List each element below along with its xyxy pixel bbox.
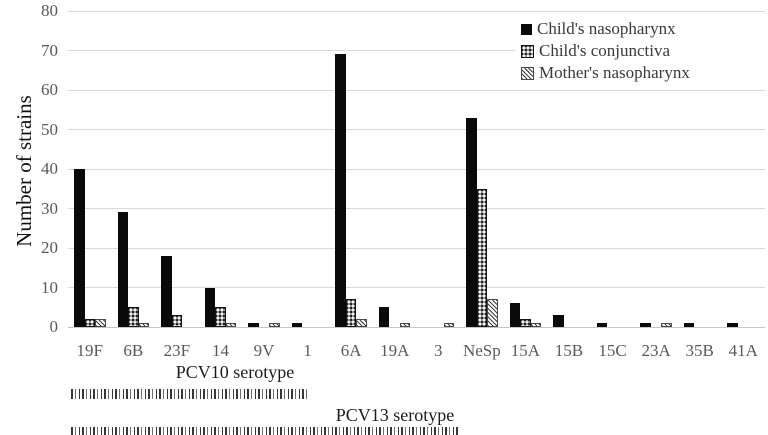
legend-item-3: Mother's nasopharynx: [521, 62, 767, 84]
bar-19F-child-s-nasopharynx: [74, 169, 85, 327]
bar-15B-child-s-nasopharynx: [553, 315, 564, 327]
bar-14-child-s-nasopharynx: [204, 287, 216, 327]
bar-6B-child-s-conjunctiva: [128, 307, 139, 327]
bar-6B-mother-s-nasopharynx: [138, 323, 150, 327]
y-tick-label-70: 70: [41, 40, 58, 60]
gridline-y-50: [68, 129, 765, 130]
y-tick-label-60: 60: [41, 80, 58, 99]
bar-6B-child-s-nasopharynx: [117, 212, 129, 327]
legend-label: Mother's nasopharynx: [539, 63, 690, 82]
x-tick-label-23F: 23F: [163, 341, 191, 360]
x-tick-label-9V: 9V: [253, 341, 275, 360]
bar-19A-mother-s-nasopharynx: [399, 323, 411, 327]
bar-NeSp-child-s-conjunctiva: [476, 188, 488, 327]
bar-15C-child-s-nasopharynx: [596, 323, 608, 327]
x-tick-label-6B: 6B: [123, 341, 144, 360]
x-tick-label-15C: 15C: [598, 341, 627, 360]
x-tick-label-1: 1: [303, 341, 312, 360]
bar-19A-child-s-nasopharynx: [378, 307, 390, 327]
x-tick-label-35B: 35B: [685, 341, 714, 360]
legend-swatch-icon: [521, 44, 534, 58]
pcv10-serotype-label: PCV10 serotype: [175, 362, 295, 382]
bar-9V-child-s-nasopharynx: [248, 323, 259, 327]
bar-1-child-s-nasopharynx: [291, 323, 303, 327]
x-tick-label-41A: 41A: [728, 341, 758, 360]
x-tick-label-19F: 19F: [76, 341, 104, 360]
bar-14-child-s-conjunctiva: [215, 307, 226, 327]
bar-15A-child-s-conjunctiva: [520, 319, 531, 327]
x-tick-label-14: 14: [211, 341, 229, 360]
pcv10-serotype-band: [71, 389, 310, 399]
pcv13-serotype-label: PCV13 serotype: [335, 405, 455, 425]
bar-NeSp-mother-s-nasopharynx: [487, 299, 498, 327]
legend-label: Child's conjunctiva: [539, 41, 671, 60]
x-tick-label-19A: 19A: [380, 341, 410, 360]
bar-19F-child-s-conjunctiva: [84, 319, 96, 327]
y-tick-label-10: 10: [41, 277, 58, 297]
gridline-y-20: [68, 247, 765, 249]
bar-9V-mother-s-nasopharynx: [269, 323, 280, 327]
gridline-y-30: [68, 208, 765, 209]
bar-23F-child-s-nasopharynx: [161, 255, 172, 327]
bar-23A-mother-s-nasopharynx: [661, 323, 672, 327]
x-tick-label-3: 3: [434, 341, 443, 360]
bar-3-mother-s-nasopharynx: [443, 323, 455, 327]
gridline-y-0: [68, 326, 765, 328]
gridline-y-60: [68, 89, 765, 91]
legend-swatch-icon: [521, 66, 534, 80]
bar-14-mother-s-nasopharynx: [225, 323, 237, 327]
x-tick-label-23A: 23A: [641, 341, 671, 360]
y-tick-label-0: 0: [49, 317, 59, 336]
legend-label: Child's nasopharynx: [537, 19, 676, 38]
y-tick-label-40: 40: [41, 159, 58, 178]
legend-item-1: Child's nasopharynx: [521, 18, 767, 40]
bar-15A-child-s-nasopharynx: [509, 303, 521, 327]
bar-6A-mother-s-nasopharynx: [356, 319, 367, 327]
bar-35B-child-s-nasopharynx: [683, 323, 695, 327]
bar-NeSp-child-s-nasopharynx: [466, 117, 477, 327]
bar-15A-mother-s-nasopharynx: [530, 323, 542, 327]
gridline-y-10: [68, 287, 765, 288]
bar-19F-mother-s-nasopharynx: [95, 319, 106, 327]
legend-item-2: Child's conjunctiva: [521, 40, 767, 62]
x-tick-label-15B: 15B: [554, 341, 584, 360]
x-tick-label-6A: 6A: [340, 341, 362, 360]
bar-23A-child-s-nasopharynx: [640, 323, 651, 327]
legend-swatch-icon: [521, 23, 532, 35]
x-tick-label-NeSp: NeSp: [462, 341, 501, 360]
bar-6A-child-s-nasopharynx: [335, 54, 346, 327]
y-tick-label-80: 80: [41, 1, 58, 20]
bar-6A-child-s-conjunctiva: [345, 299, 357, 327]
bar-23F-child-s-conjunctiva: [171, 315, 183, 327]
pcv13-serotype-band: [71, 427, 460, 435]
y-tick-label-20: 20: [41, 238, 58, 257]
x-tick-label-15A: 15A: [510, 341, 541, 360]
gridline-y-40: [68, 168, 765, 170]
gridline-y-70: [68, 50, 765, 51]
gridline-y-80: [68, 10, 765, 12]
y-tick-label-30: 30: [41, 198, 58, 218]
bar-41A-child-s-nasopharynx: [727, 323, 738, 327]
y-tick-label-50: 50: [41, 119, 58, 139]
legend: Child's nasopharynx Child's conjunctiva Mo…: [515, 16, 767, 86]
y-axis-title: Number of strains: [12, 95, 36, 247]
